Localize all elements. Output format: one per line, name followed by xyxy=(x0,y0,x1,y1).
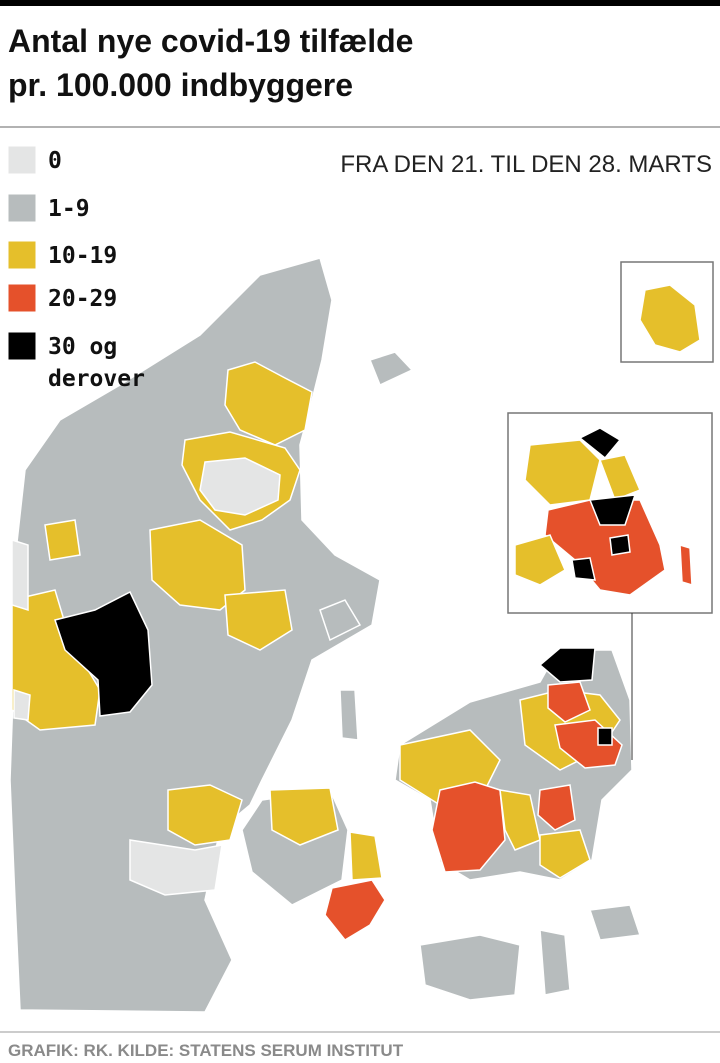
region xyxy=(269,787,339,846)
legend-label: 10-19 xyxy=(48,243,117,269)
region xyxy=(199,457,281,516)
region xyxy=(539,829,591,879)
legend-label: derover xyxy=(48,366,145,392)
region xyxy=(129,839,223,896)
source: GRAFIK: RK. KILDE: STATENS SERUM INSTITU… xyxy=(8,1041,404,1060)
region xyxy=(167,784,243,846)
region xyxy=(538,647,596,683)
copenhagen-inset xyxy=(507,412,713,760)
region xyxy=(319,599,362,642)
legend: 0 1-9 10-19 20-29 30 og derover xyxy=(7,145,145,392)
map xyxy=(9,257,642,1013)
top-bar xyxy=(0,0,720,6)
legend-swatch xyxy=(7,193,37,223)
period: FRA DEN 21. TIL DEN 28. MARTS xyxy=(340,151,712,178)
region xyxy=(324,879,386,941)
legend-label: 20-29 xyxy=(48,286,117,312)
region xyxy=(597,727,613,746)
region xyxy=(224,589,293,651)
region xyxy=(44,519,81,561)
bornholm-inset xyxy=(620,261,714,363)
legend-swatch xyxy=(7,145,37,175)
region xyxy=(339,689,359,741)
legend-label: 30 og xyxy=(48,334,117,360)
region xyxy=(419,934,521,1001)
legend-label: 1-9 xyxy=(48,196,90,222)
region xyxy=(54,590,153,717)
region xyxy=(11,538,29,612)
legend-swatch xyxy=(7,331,37,361)
region xyxy=(499,789,541,851)
region xyxy=(13,688,31,721)
title-line: pr. 100.000 indbyggere xyxy=(8,67,353,103)
region xyxy=(537,784,576,831)
legend-label: 0 xyxy=(48,148,62,174)
region xyxy=(369,351,414,387)
legend-swatch xyxy=(7,240,37,270)
region xyxy=(224,361,313,446)
title-line: Antal nye covid-19 tilfælde xyxy=(8,23,413,59)
region xyxy=(588,904,642,941)
region xyxy=(539,929,571,996)
region xyxy=(431,781,506,873)
region xyxy=(349,831,383,881)
legend-swatch xyxy=(7,283,37,313)
region xyxy=(547,681,591,723)
